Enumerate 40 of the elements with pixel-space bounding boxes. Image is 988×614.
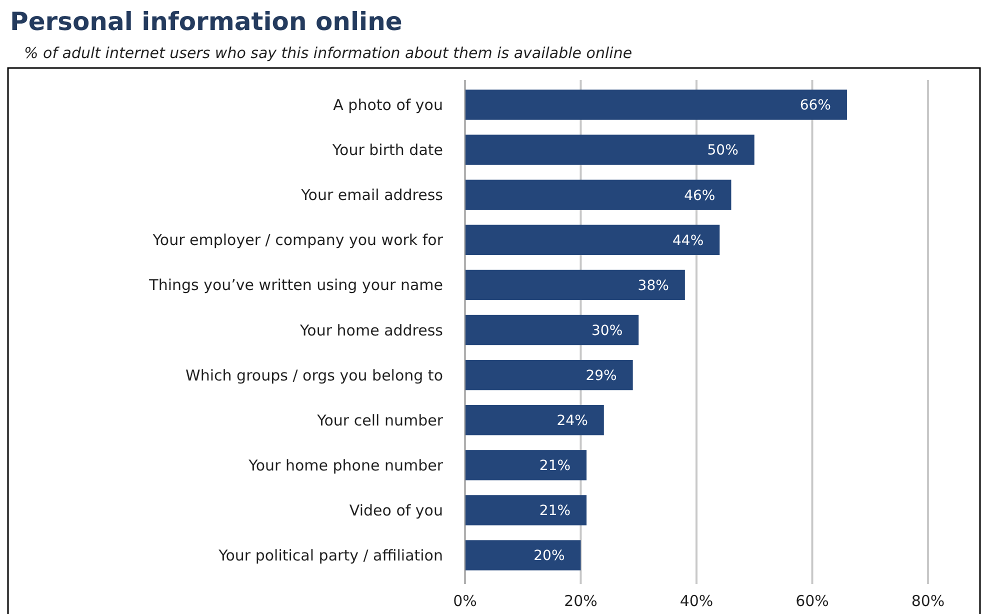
data-label: 29% (586, 368, 617, 384)
y-tick-label: A photo of you (333, 96, 443, 114)
x-tick-label: 80% (911, 592, 945, 610)
data-label: 50% (707, 142, 738, 159)
data-label: 30% (592, 322, 623, 339)
data-label: 38% (638, 278, 669, 294)
data-label: 20% (534, 548, 565, 564)
bar (465, 224, 720, 255)
bar (465, 540, 581, 570)
text: % of adult internet users who say this information about them is available online (24, 44, 632, 62)
x-tick-label: 20% (564, 592, 598, 610)
data-label: 44% (672, 232, 704, 249)
bar (465, 180, 732, 210)
data-label: 24% (556, 413, 588, 429)
x-tick-label: 0% (453, 592, 477, 610)
data-label: 21% (539, 458, 571, 474)
y-tick-label: Your cell number (316, 411, 444, 430)
y-tick-label: Your birth date (331, 141, 443, 160)
text: Personal information online (10, 7, 402, 36)
y-tick-label: Your home address (298, 321, 444, 340)
y-tick-label: Your employer / company you work for (152, 231, 444, 250)
x-tick-label: 40% (680, 592, 714, 610)
y-tick-label: Your home phone number (248, 456, 444, 474)
bar (465, 314, 639, 346)
data-label: 46% (684, 188, 716, 204)
x-tick-label: 60% (796, 592, 829, 610)
y-tick-label: Which groups / orgs you belong to (186, 366, 443, 384)
bar (465, 360, 633, 390)
y-tick-label: Things you’ve written using your name (148, 276, 443, 294)
bar (465, 270, 685, 300)
bar (465, 495, 587, 526)
data-label: 21% (539, 503, 571, 520)
bar (465, 134, 754, 165)
data-label: 66% (800, 98, 831, 114)
bar (465, 90, 847, 120)
bar (465, 450, 587, 480)
y-tick-label: Video of you (349, 501, 443, 520)
y-tick-label: Your political party / affiliation (218, 546, 443, 564)
y-tick-label: Your email address (300, 186, 444, 204)
bar (465, 405, 604, 436)
